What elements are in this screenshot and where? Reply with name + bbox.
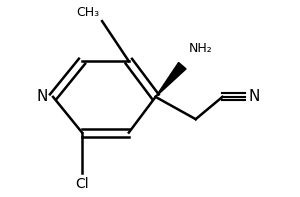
Text: N: N — [36, 89, 47, 104]
Polygon shape — [156, 62, 186, 97]
Text: CH₃: CH₃ — [77, 6, 100, 19]
Text: N: N — [248, 89, 260, 104]
Text: Cl: Cl — [75, 177, 89, 191]
Text: NH₂: NH₂ — [189, 42, 213, 55]
